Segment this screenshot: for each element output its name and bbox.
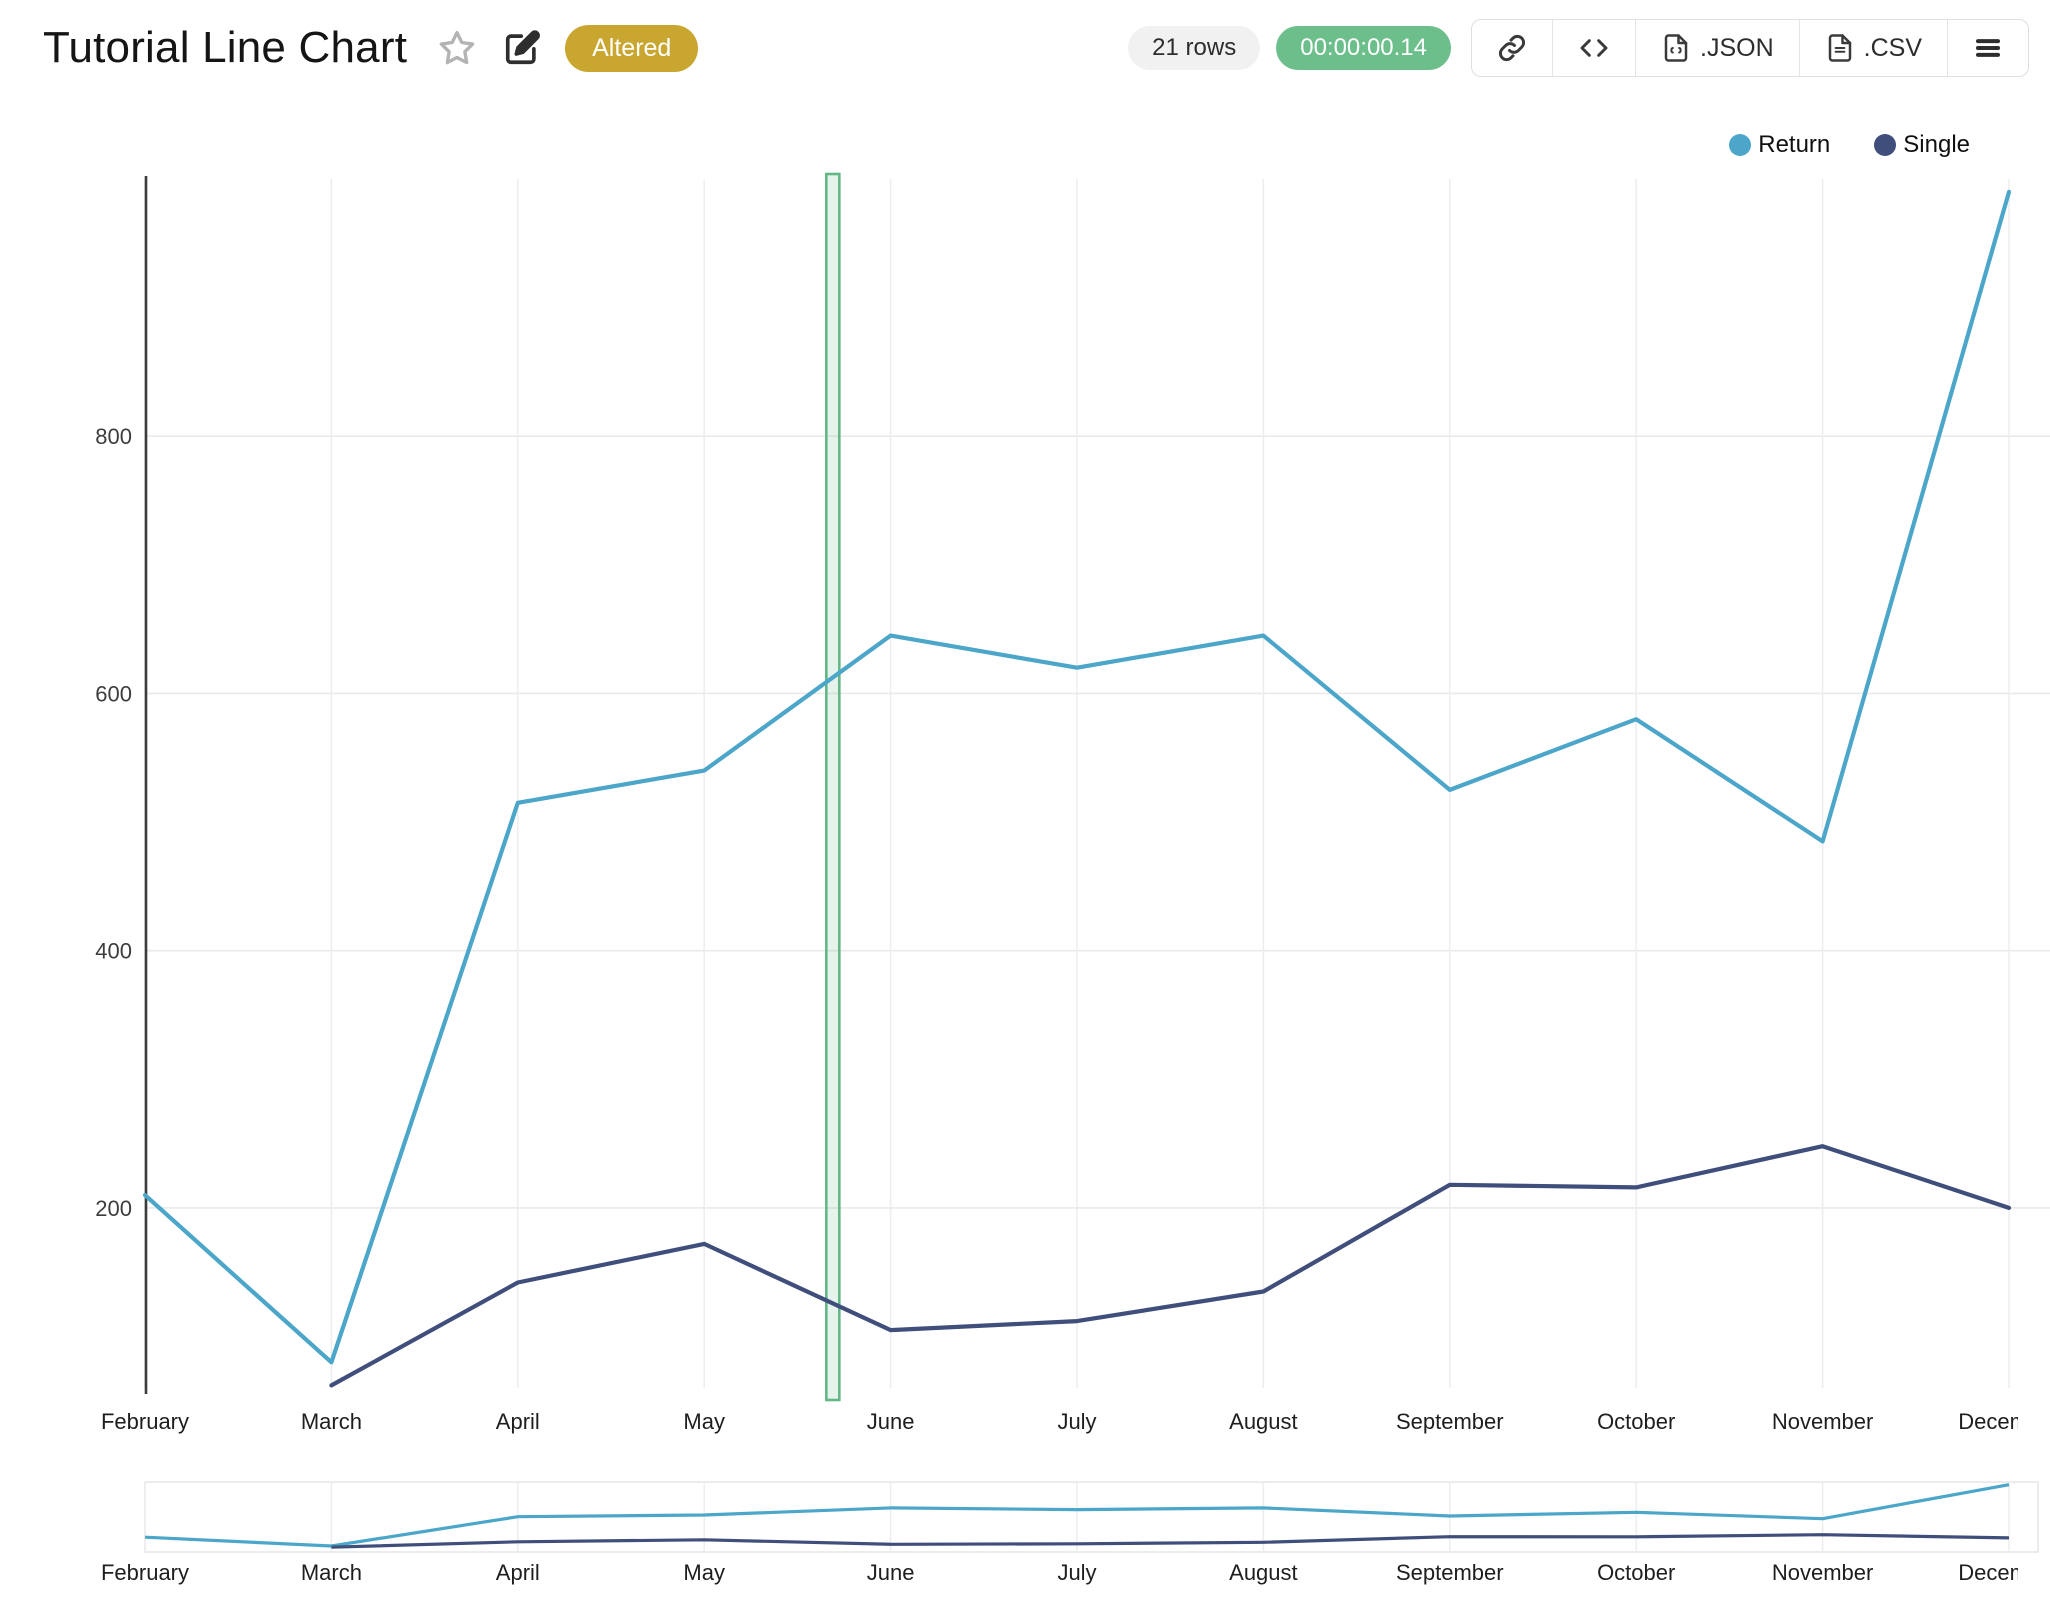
hamburger-menu-icon: [1976, 39, 2000, 57]
x-tick-label: October: [1597, 1409, 1675, 1434]
header: Tutorial Line Chart Altered 21 rows 00:0…: [0, 0, 2050, 96]
range-slider-tick-label: September: [1396, 1560, 1504, 1585]
star-icon: [439, 30, 475, 65]
y-grid: 200 400 600 800: [95, 424, 2050, 1221]
y-tick-label: 600: [95, 681, 132, 706]
legend-item-return[interactable]: Return: [1729, 131, 1830, 159]
series-line-return[interactable]: [142, 189, 2012, 1365]
row-count-badge: 21 rows: [1128, 26, 1261, 70]
range-slider-tick-label: July: [1057, 1560, 1096, 1585]
x-tick-label: September: [1396, 1409, 1504, 1434]
json-file-icon: [1664, 34, 1688, 62]
range-slider-tick-label: August: [1229, 1560, 1298, 1585]
x-tick-label: July: [1057, 1409, 1096, 1434]
range-slider-tick-label: April: [496, 1560, 540, 1585]
x-tick-label: April: [496, 1409, 540, 1434]
x-grid: [144, 179, 2010, 1388]
download-csv-button[interactable]: .CSV: [1798, 20, 1947, 76]
x-tick-label: May: [683, 1409, 725, 1434]
export-toolbar: .JSON .CSV: [1471, 19, 2029, 77]
range-slider-tick-label: February: [101, 1560, 189, 1585]
x-tick-label: December: [1958, 1409, 2050, 1434]
json-button-label: .JSON: [1700, 33, 1774, 62]
status-badge: Altered: [565, 24, 699, 72]
x-tick-label: November: [1772, 1409, 1873, 1434]
legend-item-single[interactable]: Single: [1874, 131, 1970, 159]
embed-code-button[interactable]: [1552, 20, 1635, 76]
x-tick-label: August: [1229, 1409, 1298, 1434]
range-slider-tick-label: June: [867, 1560, 915, 1585]
csv-button-label: .CSV: [1863, 33, 1922, 62]
code-icon: [1580, 39, 1608, 57]
series-line-single[interactable]: [329, 1144, 2012, 1388]
x-tick-label: February: [101, 1409, 189, 1434]
page-title: Tutorial Line Chart: [43, 23, 408, 72]
elapsed-time-badge: 00:00:00.14: [1276, 26, 1452, 70]
range-slider-tick-label: October: [1597, 1560, 1675, 1585]
edit-icon: [506, 30, 541, 65]
legend-label-single: Single: [1903, 131, 1970, 158]
range-slider[interactable]: February March April May June July August Septe…: [101, 1481, 2050, 1585]
range-slider-tick-label: November: [1772, 1560, 1873, 1585]
favorite-star-button[interactable]: [437, 28, 477, 68]
csv-file-icon: [1828, 34, 1851, 62]
range-slider-tick-label: December: [1958, 1560, 2050, 1585]
menu-button[interactable]: [1947, 20, 2028, 76]
download-json-button[interactable]: .JSON: [1635, 20, 1799, 76]
y-tick-label: 200: [95, 1196, 132, 1221]
x-tick-label: June: [867, 1409, 915, 1434]
edit-button[interactable]: [503, 29, 541, 67]
range-slider-tick-label: May: [683, 1560, 725, 1585]
range-slider-labels: February March April May June July August Septe…: [101, 1560, 2050, 1585]
y-tick-label: 400: [95, 939, 132, 964]
range-slider-series-return: [144, 1483, 2010, 1548]
share-link-button[interactable]: [1472, 20, 1552, 76]
highlight-band: [825, 172, 841, 1402]
link-icon: [1498, 34, 1526, 62]
x-axis-labels: February March April May June July August Septe…: [101, 1409, 2050, 1434]
single-series-swatch: [1874, 134, 1897, 156]
range-slider-tick-label: March: [301, 1560, 362, 1585]
return-series-swatch: [1729, 134, 1752, 156]
legend-label-return: Return: [1758, 131, 1831, 158]
x-tick-label: March: [301, 1409, 362, 1434]
chart-legend: Return Single: [1729, 131, 1970, 159]
y-tick-label: 800: [95, 424, 132, 449]
range-slider-series-single: [331, 1533, 2010, 1549]
